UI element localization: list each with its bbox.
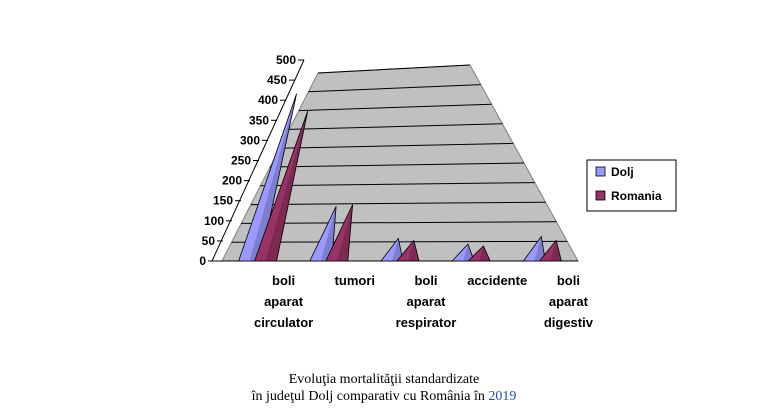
category-label-1: boli aparat circulator — [254, 273, 313, 330]
cone-dolj-5 — [522, 235, 546, 262]
cone-shade-dolj-3 — [392, 238, 403, 261]
y-tick-label-100: 100 — [204, 214, 224, 228]
y-tick-label-200: 200 — [222, 174, 242, 188]
category-label-5-line-1: boli — [557, 273, 580, 288]
legend-label-romania: Romania — [611, 189, 662, 203]
caption-year: 2019 — [488, 389, 517, 404]
cone-romania-1 — [254, 110, 309, 262]
cone-dolj-4 — [451, 243, 475, 262]
y-tick-label-350: 350 — [249, 113, 269, 127]
y-tick-label-50: 50 — [202, 234, 216, 248]
y-tick-label-300: 300 — [240, 133, 260, 147]
cone-romania-2 — [325, 204, 354, 262]
legend-label-dolj: Dolj — [611, 165, 634, 179]
legend: Dolj Romania — [586, 159, 677, 212]
caption-line-2: în judeţul Dolj comparativ cu România în… — [0, 389, 768, 405]
legend-swatch-romania — [595, 190, 606, 201]
y-tick-label-450: 450 — [267, 73, 287, 87]
y-tick-label-250: 250 — [231, 154, 251, 168]
cone-shade-romania-1 — [265, 110, 308, 261]
cone-shade-dolj-5 — [534, 236, 546, 261]
cone-shade-romania-5 — [550, 240, 562, 261]
category-label-2: tumori — [335, 273, 375, 288]
category-label-1-line-2: aparat — [264, 294, 304, 309]
cone-romania-4 — [467, 245, 491, 262]
y-tick-label-400: 400 — [258, 93, 278, 107]
cone-romania-3 — [396, 239, 420, 262]
category-label-1-line-1: boli — [272, 273, 295, 288]
category-label-5-line-3: digestiv — [544, 315, 594, 330]
cone-shade-romania-4 — [479, 245, 491, 261]
y-tick-label-150: 150 — [213, 194, 233, 208]
chart-marks — [238, 93, 562, 262]
y-tick-label-500: 500 — [276, 53, 296, 67]
caption-title: Evoluţia mortalităţii standardizate — [288, 372, 480, 387]
gridline-200 — [260, 182, 535, 187]
y-axis-ticks: 0 50 100 150 200 250 300 350 400 450 500 — [199, 53, 304, 268]
x-axis-labels: boli aparat circulator tumori boli aparat resp… — [254, 273, 594, 330]
category-label-5-line-2: aparat — [549, 294, 589, 309]
y-tick-label-0: 0 — [199, 254, 206, 268]
category-label-3-line-1: boli — [414, 273, 437, 288]
category-label-4: accidente — [467, 273, 527, 288]
gridline-250 — [269, 162, 525, 168]
gridline-400 — [298, 103, 492, 112]
category-label-4-line-1: accidente — [467, 273, 527, 288]
cone-shade-romania-3 — [408, 240, 419, 261]
cone-dolj-3 — [380, 237, 404, 262]
caption-subtitle: în judeţul Dolj comparativ cu România în — [251, 389, 485, 404]
mortality-3d-chart: 0 50 100 150 200 250 300 350 400 450 500 boli apara… — [199, 53, 677, 330]
cone-dolj-1 — [238, 93, 297, 262]
gridline-100 — [241, 221, 557, 224]
category-label-1-line-3: circulator — [254, 315, 313, 330]
cone-dolj-2 — [309, 206, 337, 262]
category-label-5: boli aparat digestiv — [544, 273, 594, 330]
caption-line-1: Evoluţia mortalităţii standardizate — [0, 372, 768, 388]
gridline-300 — [279, 142, 514, 149]
gridline-350 — [289, 123, 503, 130]
cone-shade-romania-2 — [336, 204, 353, 261]
legend-swatch-dolj — [595, 166, 606, 177]
gridline-450 — [308, 84, 481, 93]
gridline-150 — [250, 201, 546, 206]
category-label-2-line-1: tumori — [335, 273, 375, 288]
cone-shade-dolj-1 — [249, 93, 297, 262]
gridline-500 — [317, 64, 471, 74]
category-label-3-line-3: respirator — [396, 315, 457, 330]
cone-romania-5 — [538, 239, 562, 262]
category-label-3-line-2: aparat — [406, 294, 446, 309]
cone-shade-dolj-4 — [463, 244, 475, 261]
category-label-3: boli aparat respirator — [396, 273, 457, 330]
